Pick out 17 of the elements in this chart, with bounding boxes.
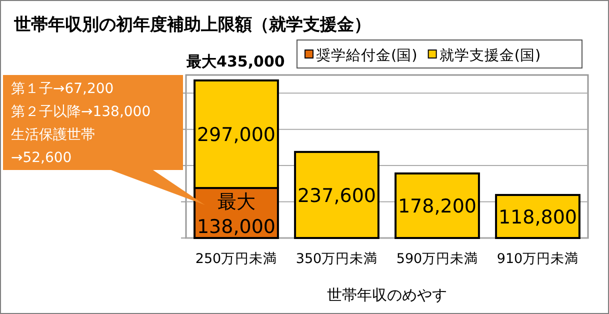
- x-tick-label: 590万円未満: [396, 251, 478, 267]
- x-tick-label: 910万円未満: [496, 251, 579, 267]
- chart-title: 世帯年収別の初年度補助上限額（就学支援金）: [13, 15, 371, 35]
- x-axis-title: 世帯年収のめやす: [327, 286, 447, 304]
- bar: [194, 79, 279, 190]
- legend-label: 就学支援金(国): [439, 47, 541, 64]
- x-tick-label: 350万円未満: [296, 251, 378, 267]
- legend-label: 奨学給付金(国): [316, 47, 418, 64]
- x-tick-label: 250万円未満: [195, 251, 278, 267]
- data-label: 237,600: [297, 184, 376, 207]
- bar: [394, 172, 480, 239]
- data-label: 最大 138,000: [196, 191, 276, 238]
- data-label: 178,200: [398, 196, 477, 218]
- data-label: 118,800: [498, 206, 578, 228]
- annotation: 最大435,000: [186, 52, 285, 70]
- bar: [294, 150, 380, 239]
- data-label: 297,000: [196, 124, 276, 146]
